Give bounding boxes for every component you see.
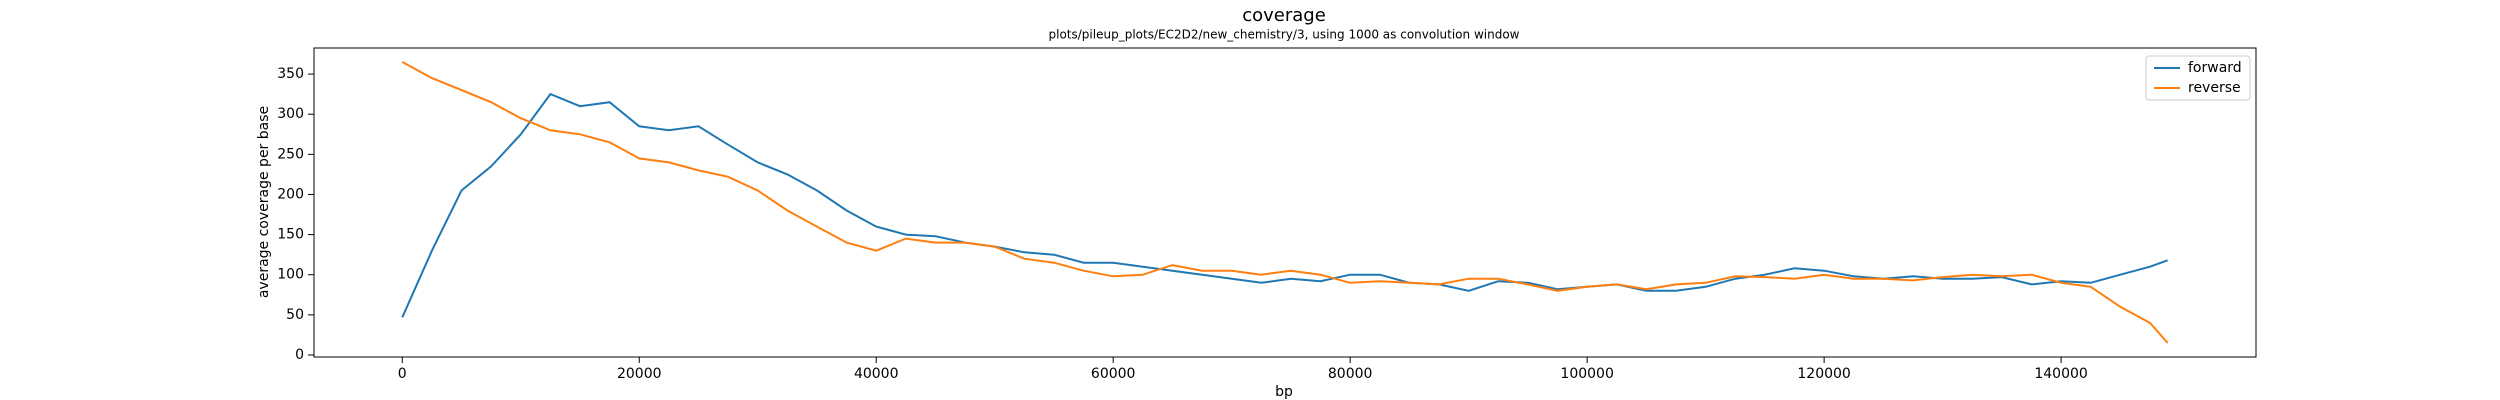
x-axis-label: bp — [1275, 384, 1293, 400]
y-axis-label: average coverage per base — [256, 106, 272, 298]
x-tick-label: 120000 — [1797, 366, 1850, 382]
y-tick-label: 350 — [277, 66, 304, 82]
x-tick-label: 20000 — [617, 366, 662, 382]
x-tick-label: 40000 — [854, 366, 899, 382]
line-series — [401, 92, 2169, 318]
x-tick-label: 80000 — [1328, 366, 1373, 382]
y-tick-label: 300 — [277, 106, 304, 122]
x-tick-label: 0 — [398, 366, 407, 382]
y-tick-label: 50 — [286, 307, 304, 323]
line-series — [401, 61, 2169, 344]
y-tick-label: 100 — [277, 267, 304, 283]
legend-label: reverse — [2188, 80, 2241, 96]
y-tick-label: 200 — [277, 186, 304, 202]
plot-frame — [313, 47, 2257, 358]
y-tick-label: 250 — [277, 146, 304, 162]
x-tick-label: 60000 — [1091, 366, 1136, 382]
x-tick-label: 140000 — [2034, 366, 2087, 382]
y-tick-label: 0 — [295, 347, 304, 363]
chart-subtitle: plots/pileup_plots/EC2D2/new_chemistry/3… — [1049, 28, 1520, 42]
y-tick-label: 150 — [277, 227, 304, 243]
legend-label: forward — [2188, 60, 2242, 76]
chart-title: coverage — [1242, 5, 1326, 26]
x-tick-label: 100000 — [1560, 366, 1613, 382]
